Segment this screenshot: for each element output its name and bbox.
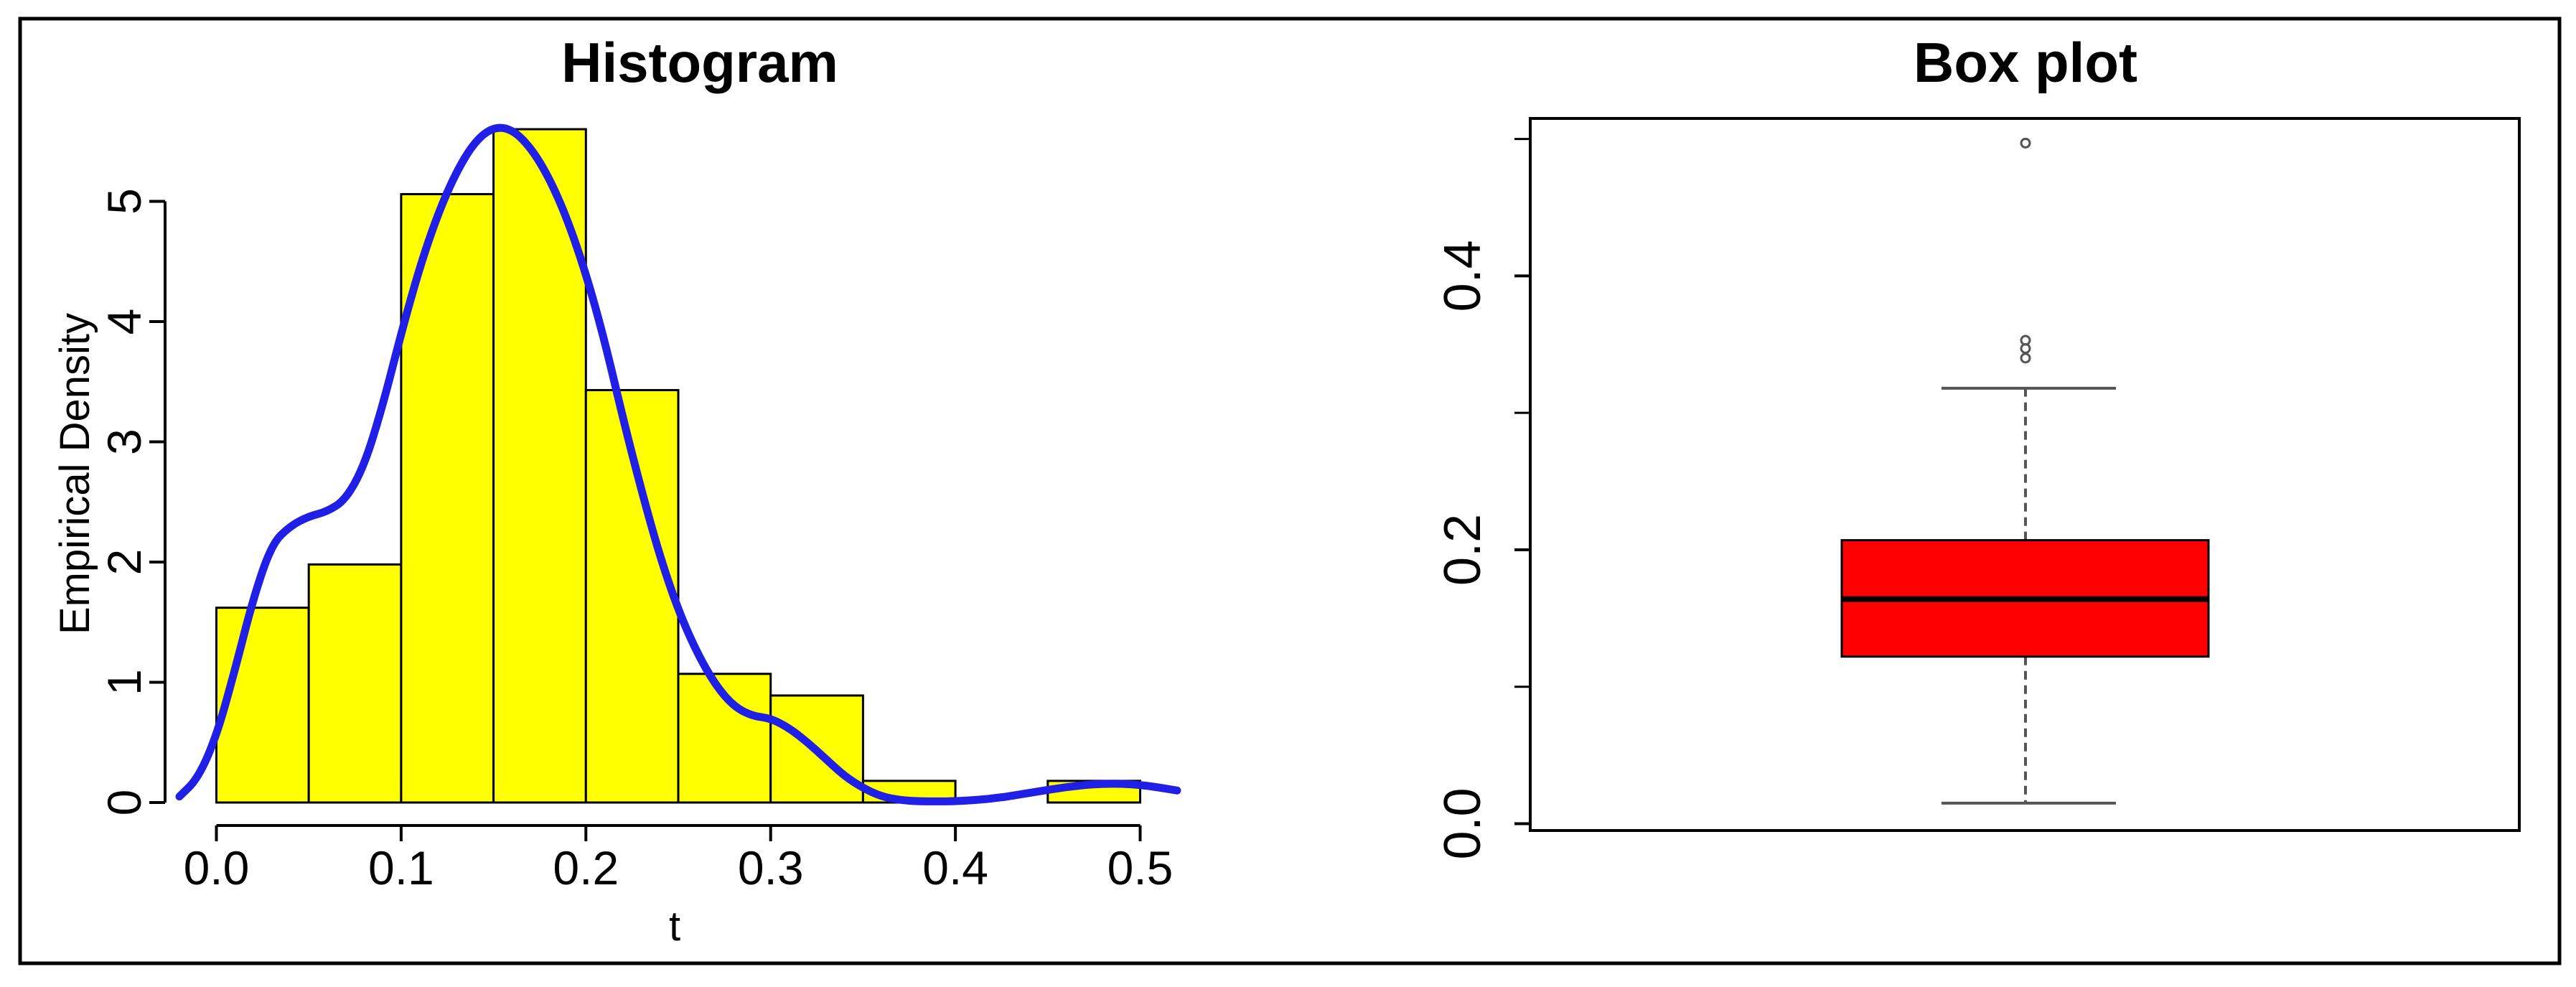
y-tick-label: 3 [98, 429, 151, 455]
boxplot-panel: Box plot 0.0 0.2 0.4 [1434, 31, 2521, 860]
histogram-title: Histogram [561, 31, 838, 94]
x-tick-label: 0.1 [368, 841, 434, 894]
boxplot-y-tick-label: 0.2 [1434, 514, 1491, 586]
boxplot-title: Box plot [1914, 31, 2137, 94]
histogram-panel: Histogram 0.0 0.1 0.2 0.3 0.4 0.5 0 1 2 3 4 5 t Em… [52, 31, 1181, 950]
boxplot-y-tick-label: 0.4 [1434, 240, 1491, 312]
y-tick-label: 2 [98, 549, 151, 576]
outlier-point [2020, 137, 2031, 149]
outlier-point [2020, 335, 2031, 346]
y-tick-label: 0 [98, 790, 151, 816]
y-tick-label: 5 [98, 188, 151, 215]
histogram-bar [492, 128, 587, 804]
histogram-y-label: Empirical Density [52, 313, 98, 635]
x-tick-label: 0.2 [553, 841, 619, 894]
histogram-y-axis: 0 1 2 3 4 5 [98, 188, 167, 816]
y-tick-label: 4 [98, 309, 151, 335]
boxplot-y-axis: 0.0 0.2 0.4 [1434, 138, 1532, 860]
histogram-x-axis: 0.0 0.1 0.2 0.3 0.4 0.5 [184, 824, 1174, 894]
histogram-bar [307, 563, 403, 804]
y-tick-label: 1 [98, 669, 151, 696]
x-tick-label: 0.5 [1107, 841, 1174, 894]
histogram-bar [584, 388, 680, 804]
density-curve [175, 123, 1181, 805]
histogram-bars [215, 128, 1142, 804]
histogram-bar [215, 607, 310, 804]
x-tick-label: 0.0 [184, 841, 250, 894]
boxplot-body [1840, 137, 2210, 805]
x-tick-label: 0.3 [738, 841, 804, 894]
histogram-x-label: t [669, 903, 680, 950]
histogram-bar [400, 192, 495, 804]
x-tick-label: 0.4 [922, 841, 988, 894]
boxplot-y-tick-label: 0.0 [1434, 787, 1491, 859]
